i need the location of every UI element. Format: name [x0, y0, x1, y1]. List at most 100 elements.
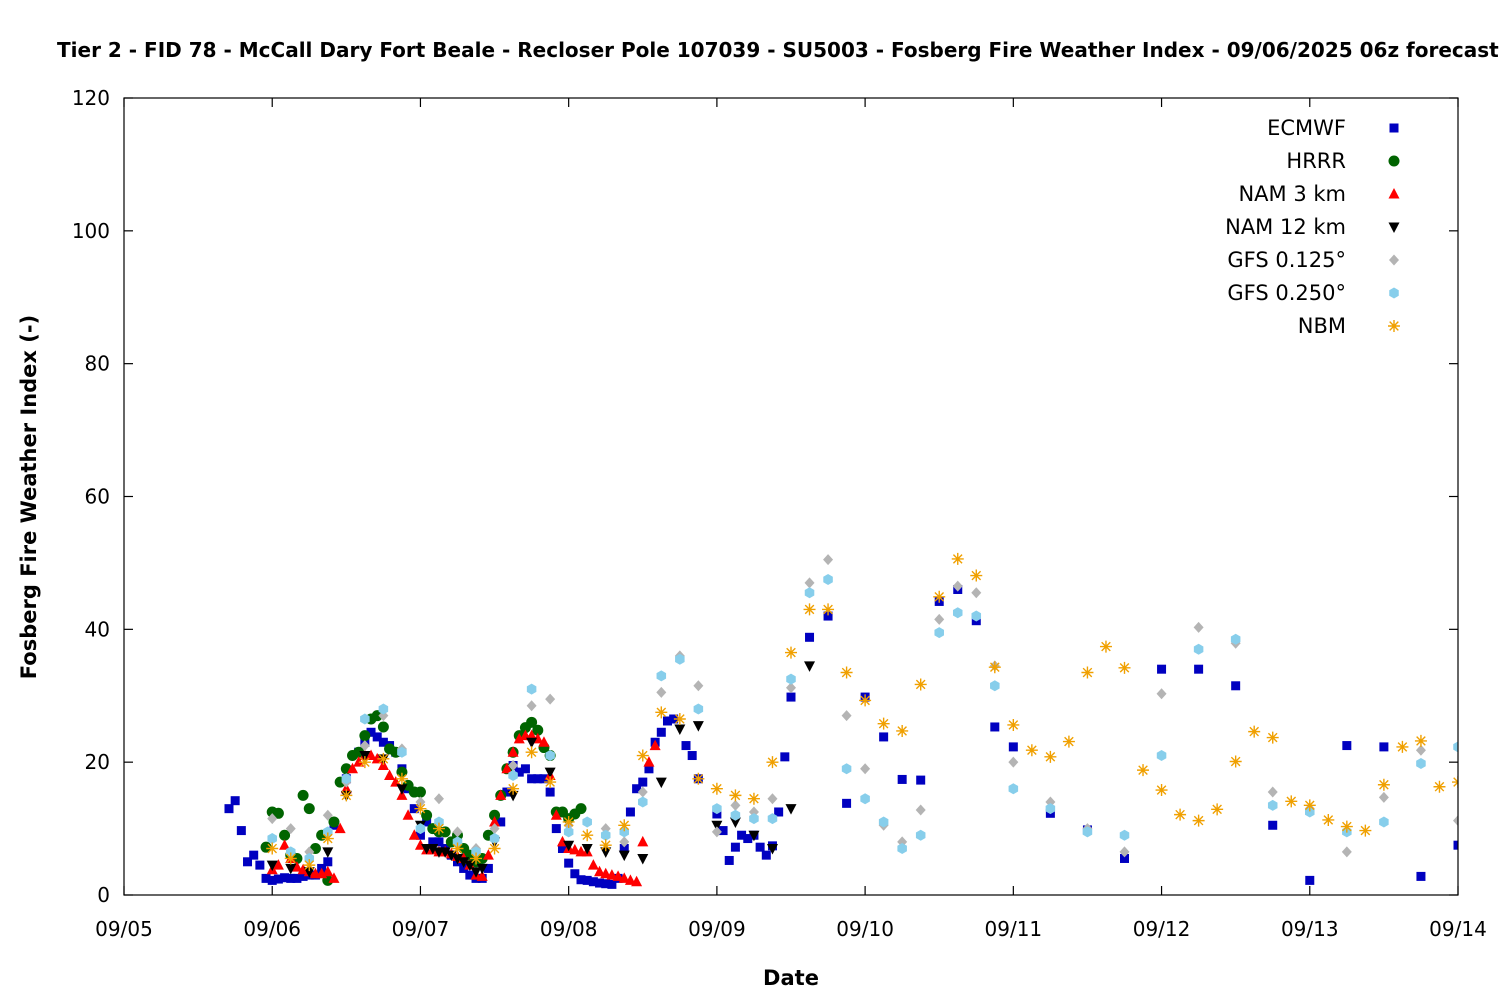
point-nbm: [933, 590, 946, 603]
point-ecmwf: [669, 714, 679, 724]
point-nbm: [896, 724, 909, 737]
point-nbm: [1155, 784, 1168, 797]
point-gfs-0-125: [322, 809, 333, 821]
point-gfs-0-250: [415, 823, 426, 835]
point-ecmwf: [718, 826, 728, 836]
point-gfs-0-250: [878, 816, 889, 828]
point-nam-12-km: [804, 661, 816, 672]
legend-label: HRRR: [1286, 149, 1346, 173]
legend-label: NAM 3 km: [1238, 182, 1346, 206]
point-ecmwf: [520, 764, 530, 774]
y-axis-title: Fosberg Fire Weather Index (-): [17, 315, 41, 679]
point-nbm: [1248, 725, 1261, 738]
point-gfs-0-125: [915, 804, 926, 816]
point-gfs-0-125: [1378, 791, 1389, 803]
point-nbm: [766, 756, 779, 769]
point-nbm: [321, 832, 334, 845]
point-hrrr: [328, 816, 340, 828]
point-gfs-0-125: [711, 826, 722, 838]
legend-marker: [1388, 222, 1400, 233]
point-gfs-0-250: [434, 816, 444, 828]
point-nam-3-km: [390, 776, 402, 787]
point-nbm: [859, 694, 872, 707]
point-nam-3-km: [501, 762, 513, 774]
point-nam-3-km: [482, 849, 494, 860]
x-axis-title: Date: [763, 966, 819, 990]
point-nam-3-km: [328, 872, 340, 883]
point-nbm: [1266, 731, 1279, 744]
point-ecmwf: [527, 774, 537, 784]
point-nbm: [1396, 740, 1409, 753]
point-hrrr: [377, 721, 389, 733]
point-gfs-0-250: [971, 610, 982, 622]
point-gfs-0-250: [452, 836, 463, 848]
point-ecmwf: [786, 692, 796, 702]
point-nam-12-km: [464, 860, 476, 872]
point-gfs-0-125: [767, 793, 778, 805]
point-nam-3-km: [279, 839, 291, 850]
point-ecmwf: [533, 774, 543, 784]
point-nam-3-km: [353, 756, 365, 767]
point-nam-3-km: [569, 843, 581, 855]
point-ecmwf: [595, 878, 605, 888]
point-ecmwf: [415, 830, 425, 840]
point-nbm: [1229, 755, 1242, 768]
y-tick-label: 60: [85, 485, 110, 509]
point-gfs-0-250: [1119, 829, 1130, 841]
y-tick-label: 120: [72, 86, 110, 110]
point-nbm: [1044, 750, 1057, 763]
point-gfs-0-250: [582, 816, 592, 828]
legend-marker: [1388, 320, 1400, 332]
point-ecmwf: [644, 764, 654, 774]
point-gfs-0-250: [860, 793, 870, 805]
point-ecmwf: [916, 775, 926, 785]
series-gfs-0-250: [267, 574, 1458, 864]
series-nbm: [266, 552, 1458, 872]
point-hrrr: [526, 716, 538, 728]
legend-label: NAM 12 km: [1225, 215, 1346, 239]
point-ecmwf: [496, 817, 506, 827]
point-nbm: [488, 842, 501, 855]
point-ecmwf: [761, 850, 771, 860]
point-ecmwf: [743, 834, 753, 844]
point-hrrr: [414, 786, 426, 798]
point-nbm: [266, 842, 279, 855]
point-nam-12-km: [526, 737, 538, 749]
x-tick-label: 09/06: [243, 917, 301, 941]
point-ecmwf: [780, 752, 790, 762]
point-gfs-0-125: [1156, 688, 1167, 700]
point-nbm: [1359, 824, 1372, 837]
point-ecmwf: [1491, 716, 1500, 725]
point-nbm: [507, 782, 520, 795]
point-nam-3-km: [322, 865, 334, 877]
point-hrrr: [359, 730, 371, 742]
point-gfs-0-250: [267, 833, 277, 845]
point-nam-3-km: [489, 815, 501, 827]
point-nam-12-km: [285, 863, 297, 875]
point-gfs-0-125: [1341, 846, 1352, 858]
point-gfs-0-125: [1119, 846, 1130, 858]
legend-label: GFS 0.250°: [1227, 281, 1346, 305]
point-gfs-0-250: [545, 750, 555, 762]
point-hrrr: [532, 724, 544, 736]
point-ecmwf: [638, 777, 648, 787]
point-gfs-0-250: [323, 826, 333, 838]
point-ecmwf: [224, 804, 234, 814]
point-nam-12-km: [439, 847, 451, 858]
point-gfs-0-250: [786, 673, 796, 685]
point-nam-3-km: [513, 732, 525, 744]
point-nam-12-km: [748, 830, 760, 842]
point-nam-3-km: [618, 872, 630, 883]
point-gfs-0-125: [1008, 756, 1019, 768]
point-gfs-0-250: [489, 833, 500, 845]
series-gfs-0-125: [267, 554, 1458, 858]
point-ecmwf: [601, 879, 611, 889]
point-nbm: [1081, 666, 1094, 679]
point-gfs-0-250: [1045, 803, 1056, 815]
point-nbm: [377, 752, 390, 765]
point-nbm: [599, 839, 612, 852]
point-ecmwf: [273, 874, 283, 884]
point-gfs-0-250: [1416, 758, 1426, 769]
point-nbm: [451, 842, 464, 855]
